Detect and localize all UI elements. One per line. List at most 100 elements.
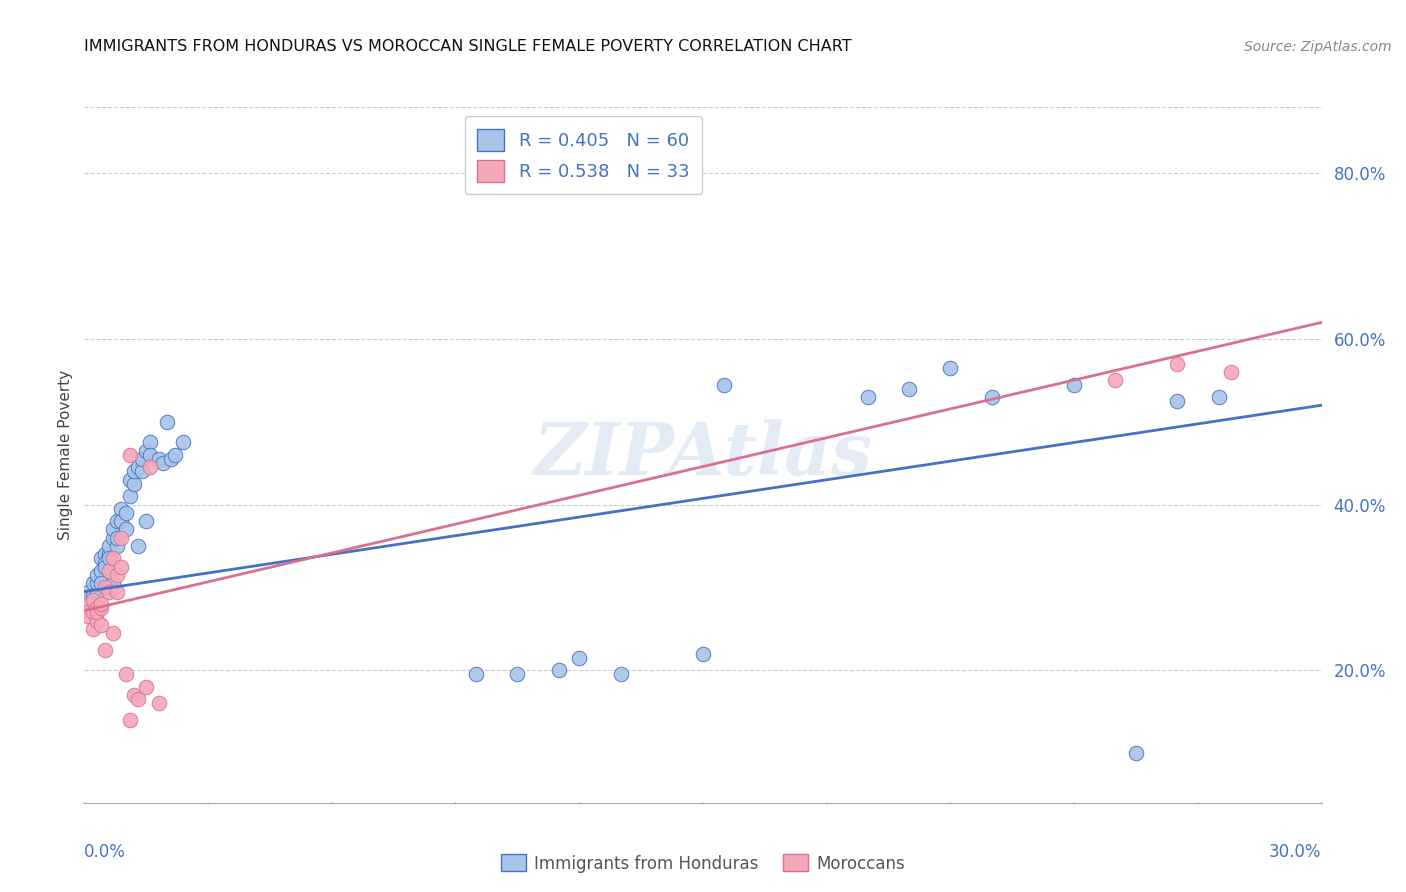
Point [152,456,174,470]
Point [110,514,132,528]
Point [103,531,125,545]
Point [94,581,117,595]
Point [172,435,194,450]
Point [98,551,121,566]
Y-axis label: Single Female Poverty: Single Female Poverty [58,370,73,540]
Point [131,465,153,479]
Point [139,435,162,450]
Point [90,617,112,632]
Point [713,377,735,392]
Point [98,581,121,595]
Point [1125,746,1147,760]
Point [94,556,117,570]
Text: ZIPAtlas: ZIPAtlas [534,419,872,491]
Point [103,626,125,640]
Point [77,609,100,624]
Point [103,551,125,566]
Point [77,592,100,607]
Point [139,460,162,475]
Point [118,473,141,487]
Point [98,547,121,561]
Point [103,576,125,591]
Point [86,605,108,619]
Point [1166,357,1188,371]
Point [165,448,187,462]
Point [82,605,104,619]
Point [118,448,141,462]
Point [82,622,104,636]
Point [127,539,149,553]
Point [90,576,112,591]
Point [980,390,1002,404]
Point [465,667,488,681]
Point [105,514,128,528]
Legend: R = 0.405   N = 60, R = 0.538   N = 33: R = 0.405 N = 60, R = 0.538 N = 33 [464,116,702,194]
Point [156,415,179,429]
Point [114,523,136,537]
Point [135,680,157,694]
Point [1104,373,1126,387]
Point [90,564,112,578]
Point [898,382,921,396]
Legend: Immigrants from Honduras, Moroccans: Immigrants from Honduras, Moroccans [494,847,912,880]
Point [105,539,128,553]
Point [131,452,153,467]
Point [609,667,631,681]
Point [114,506,136,520]
Point [122,688,145,702]
Point [86,568,108,582]
Point [98,539,121,553]
Point [547,663,569,677]
Point [105,531,128,545]
Point [90,597,112,611]
Point [86,601,108,615]
Point [127,692,149,706]
Point [1166,394,1188,409]
Point [118,489,141,503]
Point [118,713,141,727]
Point [135,443,157,458]
Point [94,642,117,657]
Point [90,551,112,566]
Point [127,460,149,475]
Point [103,523,125,537]
Point [939,361,962,376]
Point [105,584,128,599]
Point [94,559,117,574]
Point [110,559,132,574]
Point [148,697,170,711]
Point [110,501,132,516]
Point [77,597,100,611]
Point [122,465,145,479]
Point [114,667,136,681]
Point [86,584,108,599]
Text: IMMIGRANTS FROM HONDURAS VS MOROCCAN SINGLE FEMALE POVERTY CORRELATION CHART: IMMIGRANTS FROM HONDURAS VS MOROCCAN SIN… [84,38,852,54]
Text: 0.0%: 0.0% [84,843,127,861]
Point [568,651,591,665]
Point [77,584,100,599]
Point [160,452,183,467]
Point [98,564,121,578]
Text: Source: ZipAtlas.com: Source: ZipAtlas.com [1244,39,1392,54]
Point [692,647,714,661]
Point [506,667,529,681]
Point [1063,377,1085,392]
Point [90,601,112,615]
Point [105,568,128,582]
Point [1208,390,1230,404]
Point [82,589,104,603]
Point [110,531,132,545]
Point [148,452,170,467]
Point [82,592,104,607]
Point [86,576,108,591]
Point [77,605,100,619]
Point [122,476,145,491]
Point [94,547,117,561]
Point [1219,365,1241,379]
Point [135,514,157,528]
Point [856,390,879,404]
Point [82,576,104,591]
Text: 30.0%: 30.0% [1270,843,1322,861]
Point [98,584,121,599]
Point [86,614,108,628]
